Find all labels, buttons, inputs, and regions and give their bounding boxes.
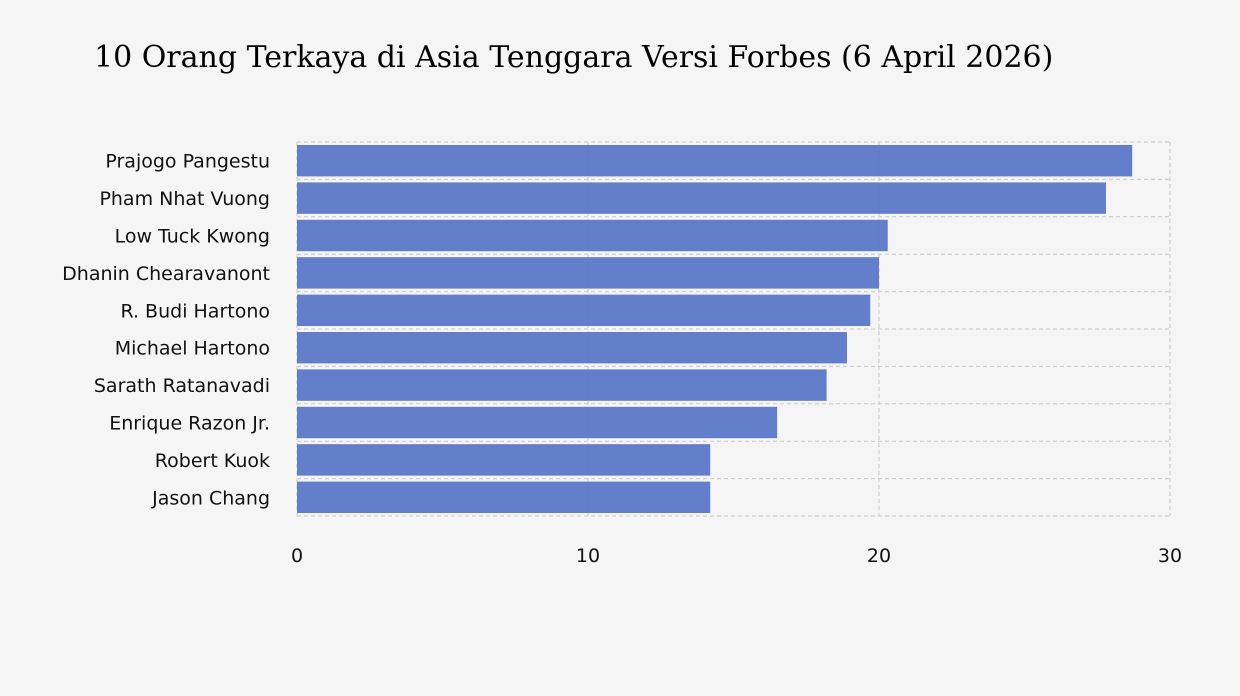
- bar[interactable]: [297, 144, 1133, 177]
- y-tick-label: Pham Nhat Vuong: [99, 188, 270, 210]
- x-tick-label: 0: [291, 545, 303, 567]
- y-axis-labels: Prajogo Pangestu Pham Nhat Vuong Low Tuck …: [62, 151, 270, 510]
- bar[interactable]: [297, 219, 888, 252]
- bar[interactable]: [297, 182, 1106, 214]
- x-tick-label: 20: [867, 545, 891, 567]
- bar[interactable]: [297, 294, 871, 327]
- y-tick-label: Prajogo Pangestu: [105, 151, 270, 173]
- bars: [297, 144, 1133, 514]
- grid: [296, 141, 1171, 517]
- bar[interactable]: [297, 257, 879, 289]
- bar[interactable]: [297, 369, 827, 401]
- y-tick-label: Sarath Ratanavadi: [94, 375, 270, 397]
- x-tick-label: 30: [1158, 545, 1182, 567]
- y-tick-label: Low Tuck Kwong: [115, 226, 270, 248]
- bar[interactable]: [297, 481, 711, 514]
- y-tick-label: Michael Hartono: [115, 338, 270, 360]
- bar[interactable]: [297, 406, 778, 439]
- y-tick-label: R. Budi Hartono: [120, 300, 270, 322]
- x-tick-label: 10: [576, 545, 600, 567]
- y-tick-label: Dhanin Chearavanont: [62, 263, 270, 285]
- bar[interactable]: [297, 444, 711, 476]
- y-tick-label: Jason Chang: [151, 487, 270, 509]
- chart-title: 10 Orang Terkaya di Asia Tenggara Versi …: [94, 40, 1054, 75]
- y-tick-label: Enrique Razon Jr.: [109, 413, 270, 435]
- bar[interactable]: [297, 331, 847, 364]
- y-tick-label: Robert Kuok: [155, 450, 270, 472]
- x-axis-labels: 0 10 20 30: [291, 545, 1182, 567]
